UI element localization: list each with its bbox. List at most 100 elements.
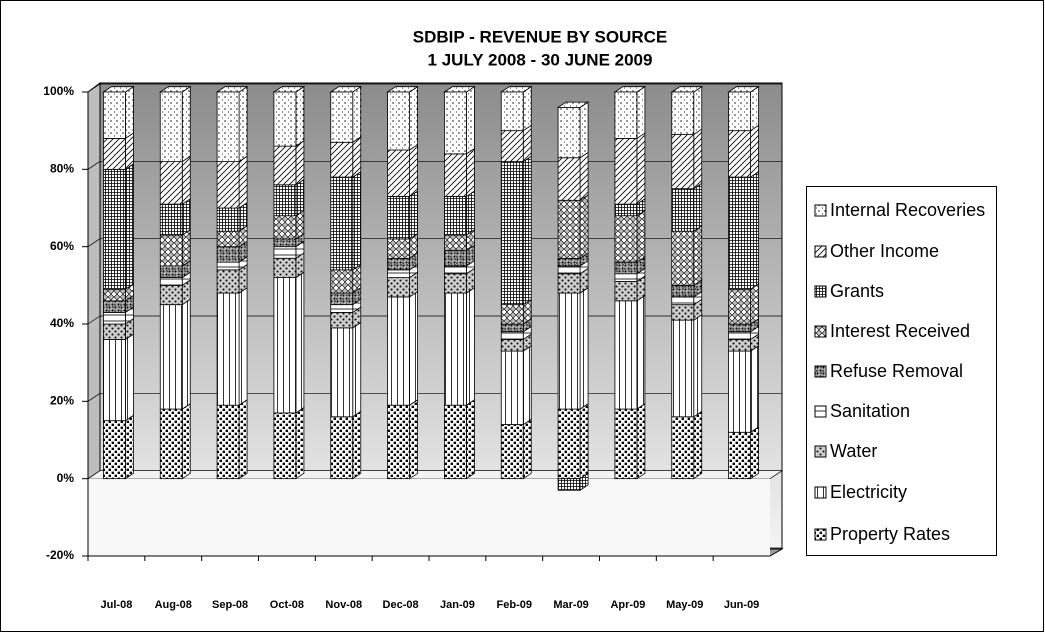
bar-side	[238, 286, 248, 406]
bar-side	[750, 426, 759, 480]
bar-side	[522, 155, 532, 306]
bar-side	[181, 228, 191, 267]
bar	[330, 304, 354, 313]
bar-side	[522, 124, 532, 163]
x-tick-label: Jul-08	[101, 599, 133, 611]
bar-side	[181, 198, 191, 236]
bar	[614, 408, 638, 480]
x-tick-label: Aug-08	[155, 599, 192, 611]
legend-label: Internal Recoveries	[830, 200, 985, 220]
bar-side	[125, 163, 134, 290]
grid-line	[87, 238, 101, 247]
bar-side	[750, 344, 759, 434]
bar-side	[125, 132, 134, 171]
bar-side	[750, 170, 759, 290]
legend-swatch	[814, 486, 827, 499]
bar	[216, 292, 240, 406]
bar	[387, 404, 410, 480]
bar-side	[295, 85, 305, 147]
bar	[557, 273, 581, 294]
bar-side	[409, 85, 418, 151]
bar-side	[522, 418, 532, 480]
bar	[273, 145, 297, 186]
bar-side	[295, 178, 305, 217]
bar-side	[693, 410, 703, 480]
bar	[614, 137, 638, 205]
bar-side	[409, 143, 418, 198]
bar	[216, 246, 240, 263]
y-tick-label: 20%	[50, 394, 74, 408]
bar-side	[295, 140, 305, 186]
x-tick-label: Apr-09	[610, 599, 645, 611]
bar	[614, 261, 638, 275]
bar-side	[181, 85, 191, 163]
bar	[330, 416, 354, 480]
legend-label: Property Rates	[830, 524, 950, 544]
bar	[330, 327, 354, 418]
bar-side	[125, 333, 134, 422]
bar-side	[636, 132, 646, 205]
bar	[614, 281, 638, 302]
bar	[216, 230, 240, 248]
bar	[444, 234, 467, 251]
bar	[500, 350, 524, 425]
bar	[273, 238, 297, 248]
y-tick-label: 100%	[43, 84, 74, 98]
bar	[330, 269, 354, 294]
bar-side	[750, 124, 759, 178]
bar	[728, 288, 751, 325]
bar	[557, 157, 581, 201]
bar-side	[238, 155, 248, 209]
legend-label: Interest Received	[830, 321, 970, 341]
x-tick-label: Dec-08	[383, 599, 419, 611]
bar	[330, 91, 354, 143]
bar	[103, 420, 126, 480]
bar	[728, 91, 751, 132]
legend-swatch	[814, 445, 827, 458]
bar	[728, 176, 751, 290]
y-tick-label: -20%	[46, 548, 74, 562]
bar-side	[579, 402, 589, 480]
legend-swatch	[814, 245, 827, 258]
bar	[557, 257, 581, 267]
bar	[500, 304, 524, 325]
bar-side	[409, 399, 418, 480]
bar-side	[125, 414, 134, 480]
bar	[159, 91, 183, 162]
bar-side	[181, 402, 191, 480]
bar	[159, 284, 183, 306]
bar-side	[352, 410, 362, 480]
bar	[557, 265, 581, 275]
bar	[500, 91, 524, 132]
bar	[728, 339, 751, 352]
bar	[387, 149, 410, 197]
bar	[444, 265, 467, 275]
chart-subtitle: 1 JULY 2008 - 30 JUNE 2009	[428, 50, 653, 69]
bar	[557, 107, 581, 159]
legend-label: Grants	[830, 281, 884, 301]
bar-side	[181, 155, 191, 205]
bar-side	[295, 406, 305, 480]
bar-side	[352, 85, 362, 144]
bar	[103, 323, 126, 340]
bar	[216, 269, 240, 294]
bar	[387, 277, 410, 298]
grid-line	[87, 161, 101, 170]
bar	[159, 234, 183, 267]
bar	[103, 168, 126, 290]
bar-side	[750, 283, 759, 325]
bar-side	[409, 190, 418, 240]
bar-side	[466, 286, 475, 406]
bar	[444, 153, 467, 197]
y-tick-label: 0%	[57, 471, 75, 485]
bar	[103, 91, 126, 139]
bar	[444, 91, 467, 155]
grid-line	[87, 83, 101, 93]
bar-side	[466, 85, 475, 155]
bar	[159, 203, 183, 236]
bar-side	[238, 399, 248, 480]
x-tick-label: Nov-08	[325, 599, 362, 611]
bar-side	[579, 286, 589, 410]
bar	[671, 416, 695, 480]
